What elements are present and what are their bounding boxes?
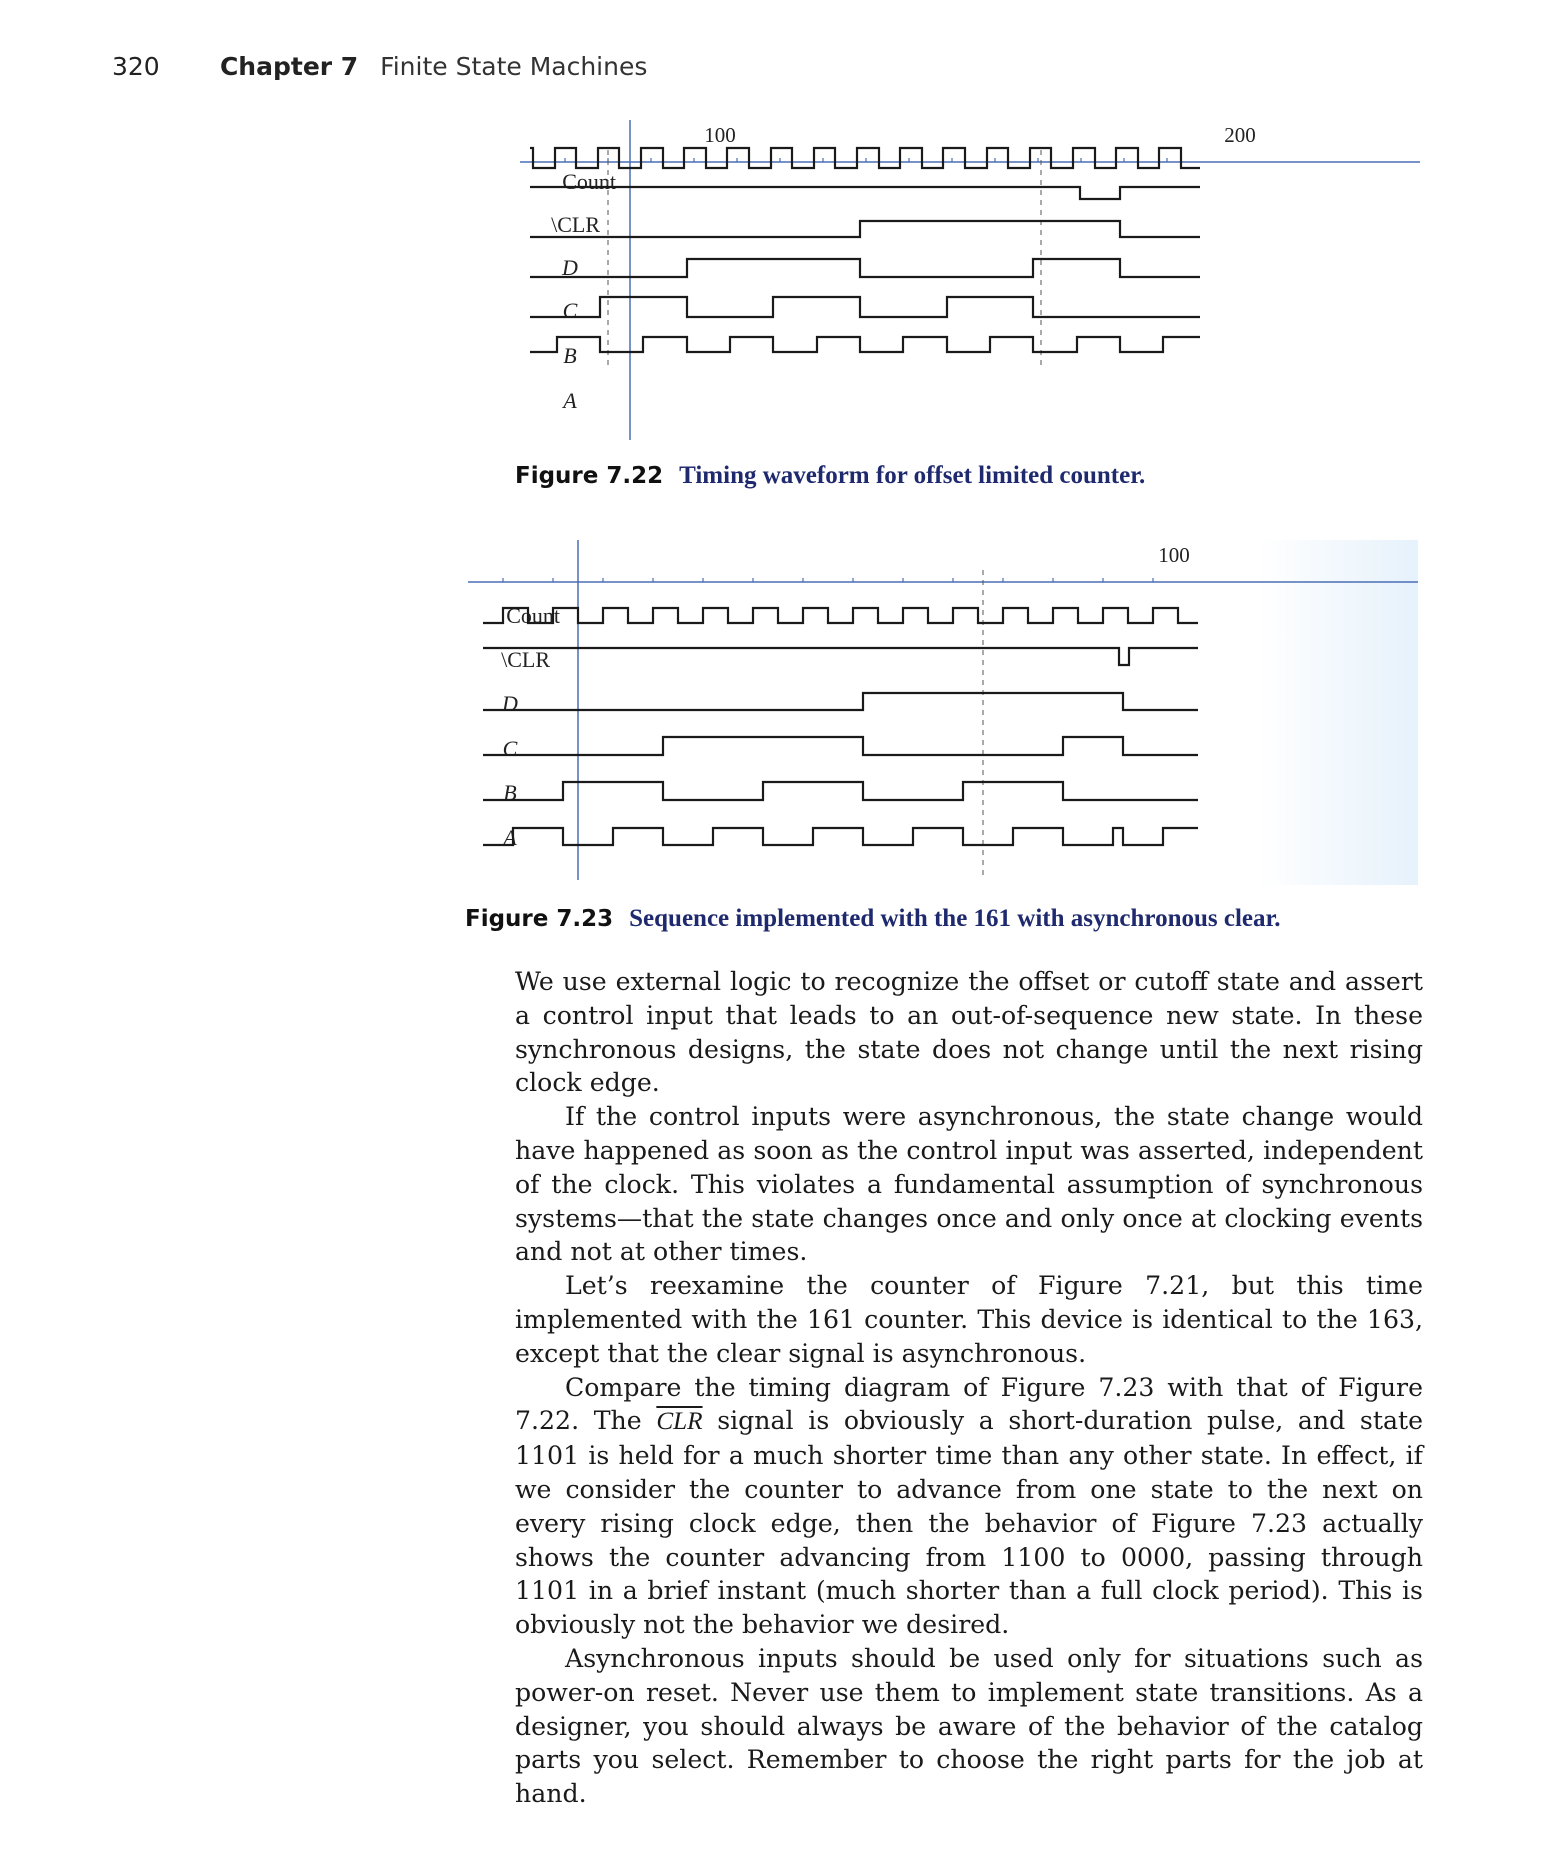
- caption-text: Timing waveform for offset limited count…: [679, 462, 1146, 489]
- tick-marks: [564, 158, 1168, 162]
- tick-label-200: 200: [1224, 123, 1256, 147]
- signal-label-count: Count: [562, 169, 616, 194]
- paragraph-4: Compare the timing diagram of Figure 7.2…: [515, 1371, 1423, 1642]
- signal-label-d: D: [501, 691, 518, 716]
- body-text: We use external logic to recognize the o…: [515, 965, 1423, 1811]
- chapter-title: Finite State Machines: [380, 52, 648, 81]
- waveform-clr: [530, 185, 1200, 201]
- timing-diagram-7-23: 100 Count \CLR D C B A: [468, 540, 1418, 885]
- chapter-label: Chapter 7: [219, 52, 359, 81]
- marker-lines: [607, 150, 1042, 368]
- paragraph-4-start: Compare the timing diagram of Figure 7.2…: [515, 1372, 1423, 1436]
- waveform-c: [483, 735, 1198, 757]
- tick-marks: [502, 578, 1154, 582]
- clr-overline: CLR: [656, 1408, 703, 1436]
- figure-7-22-caption: Figure 7.22 Timing waveform for offset li…: [515, 462, 1145, 490]
- paragraph-3: Let’s reexamine the counter of Figure 7.…: [515, 1271, 1423, 1368]
- waveform-a: [483, 826, 1198, 847]
- paragraph-2: If the control inputs were asynchronous,…: [515, 1102, 1423, 1267]
- figure-7-22-timing-diagram: 100 200 Count \CLR D C B A: [520, 120, 1420, 450]
- signal-label-c: C: [503, 736, 518, 761]
- figure-number: Figure 7.22: [515, 463, 664, 489]
- page-number: 320: [112, 52, 160, 81]
- tick-label-100: 100: [704, 123, 736, 147]
- caption-text: Sequence implemented with the 161 with a…: [629, 905, 1281, 932]
- waveform-clr: [483, 646, 1198, 667]
- paragraph-4-end: signal is obviously a short-duration pul…: [515, 1406, 1424, 1640]
- signal-label-a: A: [561, 388, 577, 413]
- signal-label-b: B: [503, 780, 516, 805]
- figure-number: Figure 7.23: [465, 906, 614, 932]
- waveform-b: [483, 780, 1198, 802]
- waveforms: [530, 146, 1200, 354]
- figure-7-23-timing-diagram: 100 Count \CLR D C B A: [468, 540, 1418, 885]
- paragraph-5: Asynchronous inputs should be used only …: [515, 1643, 1423, 1809]
- waveform-d: [530, 219, 1200, 239]
- signal-label-clr: \CLR: [551, 212, 600, 237]
- scan-sheen: [1258, 540, 1418, 885]
- waveform-d: [483, 691, 1198, 712]
- waveform-c: [530, 257, 1200, 279]
- signal-label-b: B: [563, 343, 576, 368]
- waveform-a: [530, 335, 1200, 354]
- figure-7-23-caption: Figure 7.23 Sequence implemented with the…: [465, 905, 1281, 933]
- signal-label-clr: \CLR: [501, 647, 550, 672]
- signal-label-d: D: [561, 255, 578, 280]
- paragraph-1: We use external logic to recognize the o…: [515, 967, 1423, 1098]
- timing-diagram-7-22: 100 200 Count \CLR D C B A: [520, 120, 1420, 440]
- waveforms: [483, 606, 1198, 847]
- running-head: 320 Chapter 7 Finite State Machines: [112, 52, 647, 81]
- waveform-count: [530, 146, 1200, 170]
- tick-label-100: 100: [1158, 543, 1190, 567]
- waveform-count: [483, 606, 1198, 625]
- signal-label-c: C: [563, 298, 578, 323]
- waveform-b: [530, 295, 1200, 319]
